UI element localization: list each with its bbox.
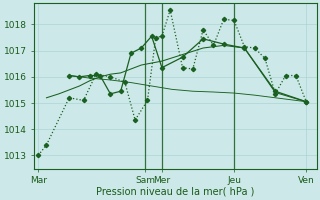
- X-axis label: Pression niveau de la mer( hPa ): Pression niveau de la mer( hPa ): [96, 187, 254, 197]
